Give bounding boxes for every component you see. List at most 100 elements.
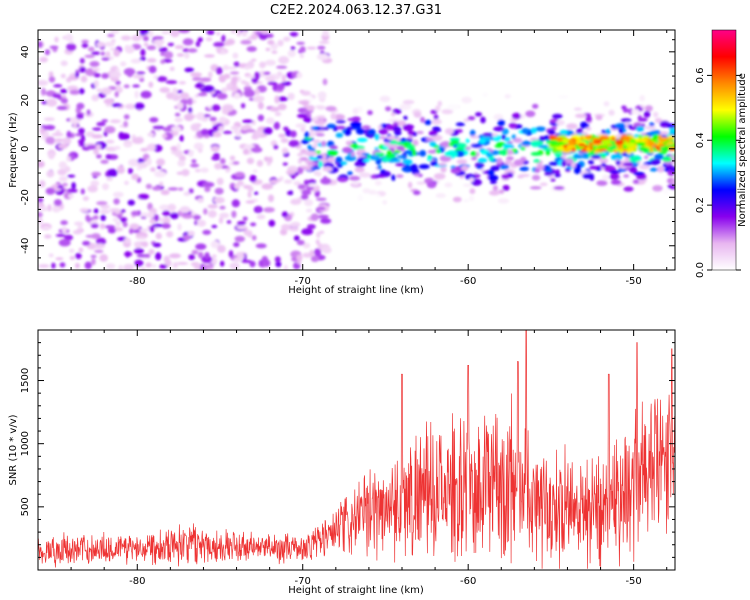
heatmap-cell <box>95 144 102 150</box>
heatmap-cell <box>80 75 88 83</box>
heatmap-cell <box>118 264 123 270</box>
snr-y-ticks: 500 1000 1500 <box>20 329 675 558</box>
heatmap-cell <box>211 224 218 229</box>
colorbar-label: Normalized spectral amplitude <box>737 73 748 227</box>
heatmap-cell <box>91 134 104 139</box>
heatmap-cell <box>627 124 633 129</box>
heatmap-cell <box>43 124 56 131</box>
heatmap-cell <box>254 191 259 195</box>
heatmap-cell <box>337 177 348 183</box>
heatmap-cell <box>287 92 295 101</box>
heatmap-cell <box>212 131 222 138</box>
heatmap-cell <box>76 113 84 120</box>
heatmap-cell <box>137 193 150 200</box>
heatmap-cell <box>123 237 131 244</box>
heatmap-cell <box>553 186 565 190</box>
heatmap-cell <box>549 135 555 140</box>
heatmap-cell <box>123 263 135 270</box>
heatmap-cell <box>395 137 401 142</box>
heatmap-cell <box>406 143 416 150</box>
heatmap-cell <box>320 127 330 131</box>
heatmap-cell <box>638 146 649 152</box>
heatmap-cell <box>467 116 476 121</box>
heatmap-cell <box>566 123 578 130</box>
heatmap-cell <box>392 108 402 115</box>
heatmap-cell <box>605 128 611 135</box>
heatmap-cell <box>316 206 326 211</box>
heatmap-cell <box>240 125 250 131</box>
heatmap-cell <box>548 161 560 166</box>
heatmap-cell <box>307 224 316 230</box>
heatmap-cell <box>156 76 168 82</box>
heatmap-cell <box>456 159 468 165</box>
heatmap-cell <box>275 261 282 268</box>
heatmap-cell <box>293 181 301 186</box>
heatmap-cell <box>135 236 148 240</box>
heatmap-cell <box>184 67 195 73</box>
heatmap-cell <box>299 46 306 53</box>
heatmap-cell <box>317 242 322 249</box>
heatmap-cell <box>60 60 68 67</box>
heatmap-cell <box>220 49 227 55</box>
heatmap-cell <box>336 125 346 130</box>
heatmap-cell <box>60 220 68 226</box>
heatmap-cell <box>120 35 132 41</box>
heatmap-cell <box>245 129 256 133</box>
heatmap-cell <box>273 121 280 130</box>
heatmap-cell <box>131 34 142 42</box>
heatmap-cell <box>93 243 106 249</box>
heatmap-cell <box>140 147 149 152</box>
heatmap-cell <box>236 129 241 138</box>
heatmap-cell <box>115 80 121 86</box>
heatmap-cell <box>317 214 329 219</box>
heatmap-cell <box>110 30 120 35</box>
heatmap-cell <box>345 140 353 146</box>
heatmap-cell <box>142 35 149 42</box>
heatmap-cell <box>278 133 286 138</box>
heatmap-cell <box>171 94 181 101</box>
heatmap-cell <box>123 142 133 147</box>
heatmap-cell <box>281 147 289 154</box>
heatmap-cell <box>178 187 184 191</box>
heatmap-cell <box>193 142 204 150</box>
heatmap-cell <box>258 259 264 268</box>
heatmap-cell <box>158 47 168 53</box>
figure-title: C2E2.2024.063.12.37.G31 <box>270 3 442 18</box>
heatmap-cell <box>502 184 510 191</box>
heatmap-cell <box>413 111 422 118</box>
heatmap-cell <box>234 171 245 178</box>
heatmap-cell <box>493 113 504 121</box>
heatmap-cell <box>64 166 71 173</box>
heatmap-cell <box>191 159 197 164</box>
heatmap-cell <box>374 147 379 151</box>
heatmap-cell <box>89 61 100 67</box>
heatmap-cell <box>149 218 156 224</box>
heatmap-cell <box>521 127 530 135</box>
heatmap-cell <box>187 230 195 237</box>
heatmap-cell <box>669 128 675 134</box>
heatmap-cell <box>58 176 68 182</box>
heatmap-cell <box>207 71 213 79</box>
heatmap-cell <box>639 164 650 170</box>
heatmap-cell <box>301 228 313 236</box>
heatmap-cell <box>378 128 389 135</box>
y-tick-label: 1500 <box>20 368 31 393</box>
heatmap-cell <box>351 182 360 186</box>
heatmap-cell <box>101 73 109 79</box>
heatmap-cell <box>84 54 95 58</box>
heatmap-cell <box>662 156 673 162</box>
colorbar-ticks: 0.0 0.2 0.4 0.6 <box>695 67 741 278</box>
heatmap-cell <box>402 100 415 105</box>
heatmap-cell <box>82 196 89 201</box>
heatmap-cell <box>316 231 321 239</box>
heatmap-cell <box>210 145 220 152</box>
heatmap-cell <box>200 77 212 82</box>
heatmap-cell <box>38 217 43 224</box>
heatmap-cell <box>68 194 74 199</box>
heatmap-cell <box>141 266 146 270</box>
heatmap-cell <box>438 162 447 166</box>
heatmap-cell <box>219 205 226 210</box>
heatmap-cell <box>274 256 281 263</box>
heatmap-cell <box>626 148 635 153</box>
heatmap-cell <box>497 157 503 165</box>
